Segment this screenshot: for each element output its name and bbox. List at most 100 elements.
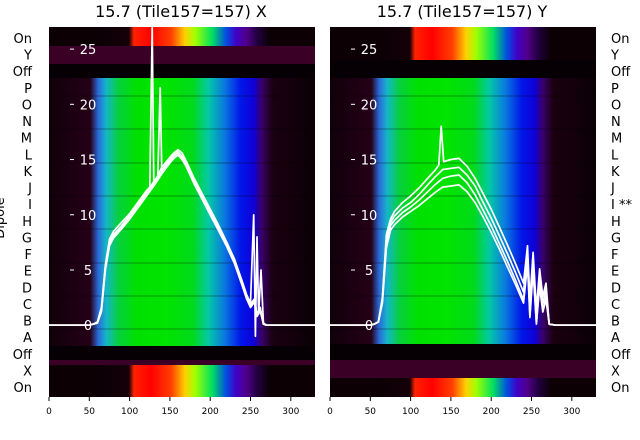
xtick-label: 50 <box>365 407 377 417</box>
panel-x-gap-top <box>49 64 315 78</box>
dipole-label: K <box>611 165 620 180</box>
ytick-label: 25 <box>80 43 97 58</box>
dipole-label: O <box>611 98 621 113</box>
panel-y-xticks: 0 50 100 150 200 250 300 <box>327 397 581 417</box>
xtick-label: 200 <box>202 407 219 417</box>
dipole-label: G <box>22 231 32 246</box>
dipole-label: Off <box>611 65 631 80</box>
panel-y-lines <box>330 125 596 327</box>
panel-y-title: 15.7 (Tile157=157) Y <box>377 2 548 21</box>
ytick-label: 0 <box>84 319 92 334</box>
ytick-label: 20 <box>80 98 97 113</box>
dipole-label: M <box>611 132 622 147</box>
dipole-label: J <box>27 182 32 197</box>
dipole-label: X <box>611 364 620 379</box>
dipole-label: On <box>611 32 629 47</box>
dipole-label: E <box>611 265 619 280</box>
xtick-label: 300 <box>563 407 580 417</box>
xtick-label: 150 <box>161 407 178 417</box>
panel-x-ylabel: Dipole <box>0 197 8 238</box>
ytick-label: 0 <box>365 319 373 334</box>
panel-y-waterfall <box>330 78 596 344</box>
dipole-label: B <box>23 315 32 330</box>
dipole-label: I ** <box>611 198 632 213</box>
dipole-label: M <box>21 132 32 147</box>
ytick-label: 10 <box>361 209 378 224</box>
dipole-label: F <box>611 248 618 263</box>
dipole-label: Off <box>611 348 631 363</box>
panel-y-cal-top <box>381 27 551 60</box>
xtick-label: 300 <box>282 407 299 417</box>
panel-x-yticks: 0 5 10 15 20 25 <box>70 43 96 334</box>
ytick-label: 15 <box>80 154 97 169</box>
dipole-label: K <box>23 165 32 180</box>
xtick-label: 150 <box>442 407 459 417</box>
xtick-label: 250 <box>242 407 259 417</box>
ytick-label: 15 <box>361 154 378 169</box>
dipole-label: Y <box>610 49 619 64</box>
panel-x-cal-bottom <box>100 365 270 397</box>
dipole-label: P <box>24 82 32 97</box>
dipole-label: B <box>611 315 620 330</box>
panel-x-gap-bottom <box>49 346 315 360</box>
dipole-label: O <box>22 98 32 113</box>
dipole-label: D <box>22 281 32 296</box>
series-line <box>330 184 596 327</box>
panel-x-off-band-bottom <box>49 360 315 365</box>
dipole-label: C <box>23 298 32 313</box>
series-line <box>330 125 596 327</box>
dipole-label: On <box>611 381 629 396</box>
dipole-label: L <box>25 148 33 163</box>
ytick-label: 20 <box>361 98 378 113</box>
xtick-label: 0 <box>46 407 52 417</box>
panel-y-gap-top <box>330 60 596 78</box>
ytick-label: 25 <box>361 43 378 58</box>
dipole-label: A <box>23 331 32 346</box>
panel-x-row-stripes <box>49 95 315 330</box>
dipole-label: D <box>611 281 621 296</box>
dipole-label: E <box>24 265 32 280</box>
dipole-label: J <box>610 182 615 197</box>
dipole-label: N <box>611 115 621 130</box>
dipole-label: On <box>14 381 32 396</box>
dipole-label: X <box>23 364 32 379</box>
xtick-label: 100 <box>402 407 419 417</box>
dipole-label: H <box>611 215 621 230</box>
dipole-label: P <box>611 82 619 97</box>
panel-x-lines <box>49 26 315 338</box>
panel-y-off-band-bottom <box>330 360 596 378</box>
panel-x-waterfall <box>49 78 315 346</box>
panel-x-xticks: 0 50 100 150 200 250 300 <box>46 397 300 417</box>
dipole-label: On <box>14 32 32 47</box>
xtick-label: 0 <box>327 407 333 417</box>
panel-x-cal-top <box>100 27 270 46</box>
ytick-label: 5 <box>365 264 373 279</box>
series-line <box>49 86 315 327</box>
dipole-label: H <box>22 215 32 230</box>
ytick-label: 5 <box>84 264 92 279</box>
dipole-label: G <box>611 231 621 246</box>
dipole-label: Off <box>13 65 33 80</box>
dipole-label: L <box>611 148 619 163</box>
panel-x-off-band-top <box>49 46 315 64</box>
panel-x-title: 15.7 (Tile157=157) X <box>95 2 267 21</box>
dipole-label: Off <box>13 348 33 363</box>
xtick-label: 100 <box>121 407 138 417</box>
dipole-label: I <box>28 198 32 213</box>
panel-x: 15.7 (Tile157=157) X Dipole 0 5 10 15 20 25 O… <box>0 2 315 417</box>
panel-y-cal-bottom <box>381 378 551 397</box>
dipole-label: F <box>25 248 32 263</box>
panel-y-gap-bottom <box>330 344 596 360</box>
panel-y-yticks: 0 5 10 15 20 25 <box>351 43 377 334</box>
xtick-label: 200 <box>483 407 500 417</box>
dipole-label: C <box>611 298 620 313</box>
ytick-label: 10 <box>80 209 97 224</box>
dipole-label: A <box>611 331 620 346</box>
dipole-label: N <box>22 115 32 130</box>
dipole-label: Y <box>23 49 32 64</box>
xtick-label: 250 <box>523 407 540 417</box>
